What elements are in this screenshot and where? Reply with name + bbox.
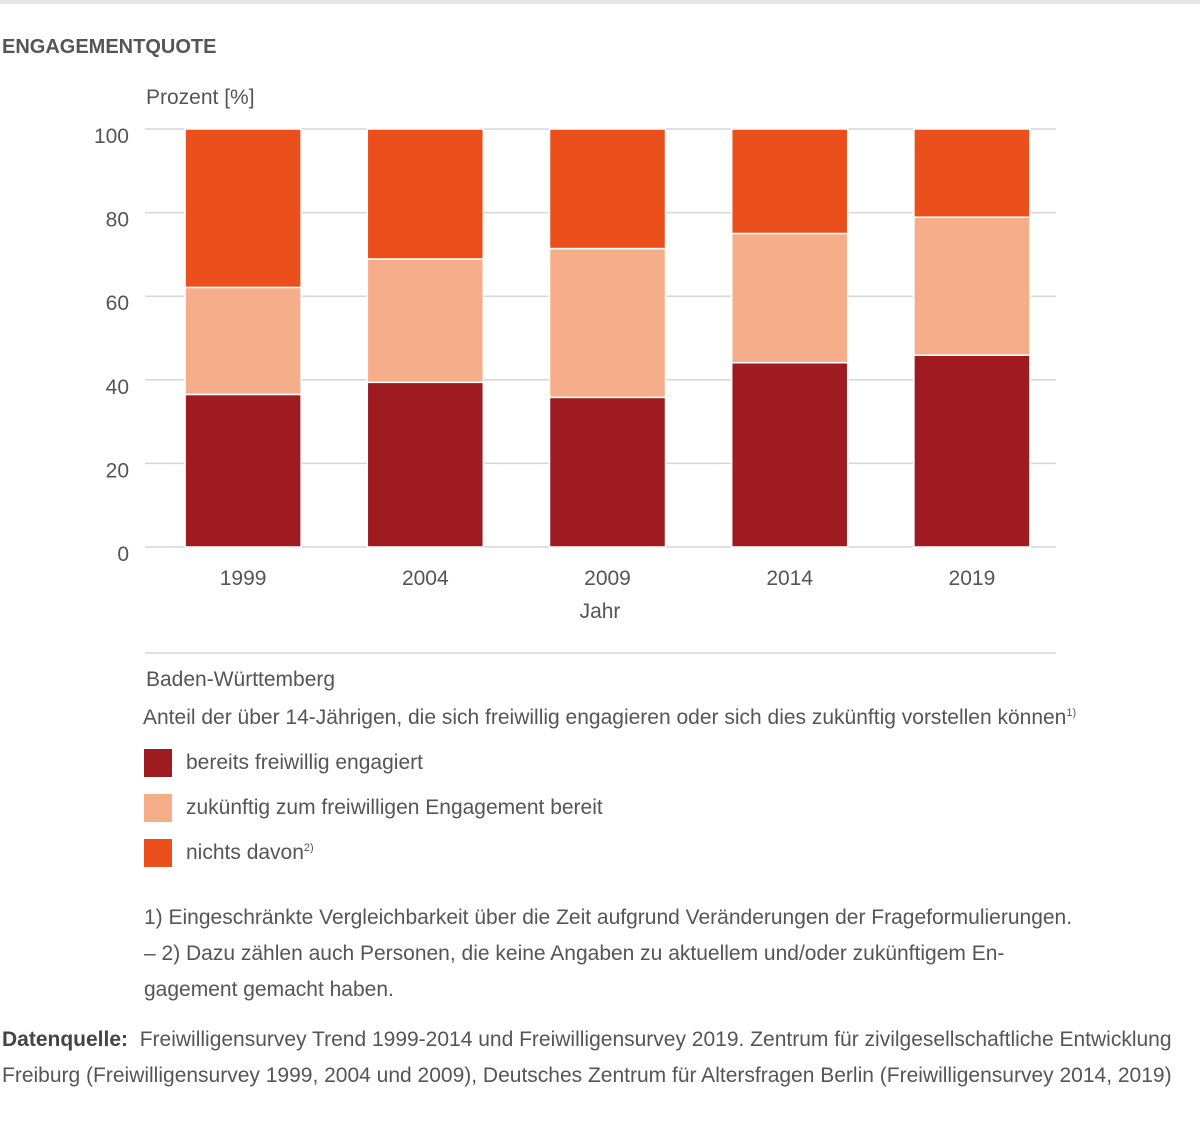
x-tick-label: 1999 bbox=[220, 567, 267, 590]
source-text: Freiwilligensurvey Trend 1999-2014 und F… bbox=[2, 1028, 1172, 1087]
x-tick-label: 2019 bbox=[949, 567, 996, 590]
stacked-bar-chart: 0 20 40 60 80 100 1999 2004 2009 2014 2019 Jahr bbox=[94, 125, 1056, 654]
y-tick-label: 40 bbox=[106, 376, 129, 399]
bar-segment bbox=[548, 396, 667, 548]
y-tick-label: 100 bbox=[94, 125, 129, 148]
source-label: Datenquelle: bbox=[2, 1028, 129, 1051]
legend-label: bereits freiwillig engagiert bbox=[186, 751, 423, 775]
legend-text: zukünftig zum freiwilligen Engagement be… bbox=[186, 796, 603, 819]
subtitle-text: Anteil der über 14-Jährigen, die sich fr… bbox=[143, 706, 1067, 729]
bar-segment bbox=[913, 216, 1031, 356]
y-tick-label: 0 bbox=[117, 543, 129, 566]
top-border bbox=[0, 0, 1200, 4]
legend-swatch bbox=[144, 749, 172, 777]
bar-segment bbox=[366, 381, 485, 548]
region-label: Baden-Württemberg bbox=[146, 668, 336, 691]
y-tick-label: 60 bbox=[106, 292, 129, 315]
bar-segment bbox=[366, 128, 485, 260]
bar-segment bbox=[548, 247, 667, 399]
y-tick-label: 80 bbox=[106, 209, 129, 232]
bar-segment bbox=[913, 354, 1031, 548]
y-tick-label: 20 bbox=[106, 459, 129, 482]
subtitle-footnote-ref: 1) bbox=[1066, 707, 1077, 719]
bar-segment bbox=[184, 128, 302, 289]
bar-segment bbox=[730, 128, 849, 235]
data-source: Datenquelle: Freiwilligensurvey Trend 19… bbox=[2, 1022, 1192, 1094]
legend-text: nichts davon bbox=[186, 841, 304, 864]
legend-swatch bbox=[144, 794, 172, 822]
chart-subtitle: Anteil der über 14-Jährigen, die sich fr… bbox=[143, 706, 1076, 730]
legend-text: bereits freiwillig engagiert bbox=[186, 751, 423, 774]
bar-segment bbox=[730, 361, 849, 548]
bar-segment bbox=[913, 128, 1031, 218]
legend-label: nichts davon2) bbox=[186, 841, 314, 865]
legend-label: zukünftig zum freiwilligen Engagement be… bbox=[186, 796, 603, 820]
bar-segment bbox=[366, 258, 485, 384]
bar-segment bbox=[548, 128, 667, 250]
y-axis-label: Prozent [%] bbox=[146, 86, 255, 109]
x-axis-label: Jahr bbox=[580, 600, 621, 623]
x-tick-label: 2004 bbox=[402, 567, 449, 590]
bar-segment bbox=[184, 286, 302, 396]
bar-segment bbox=[184, 393, 302, 548]
legend-footnote-ref: 2) bbox=[303, 842, 314, 854]
x-tick-label: 2014 bbox=[766, 567, 813, 590]
chart-title: ENGAGEMENTQUOTE bbox=[2, 36, 217, 58]
bar-segment bbox=[730, 232, 849, 364]
footnote: 1) Eingeschränkte Vergleichbarkeit über … bbox=[144, 906, 1073, 1001]
legend-swatch bbox=[144, 839, 172, 867]
x-tick-label: 2009 bbox=[584, 567, 631, 590]
